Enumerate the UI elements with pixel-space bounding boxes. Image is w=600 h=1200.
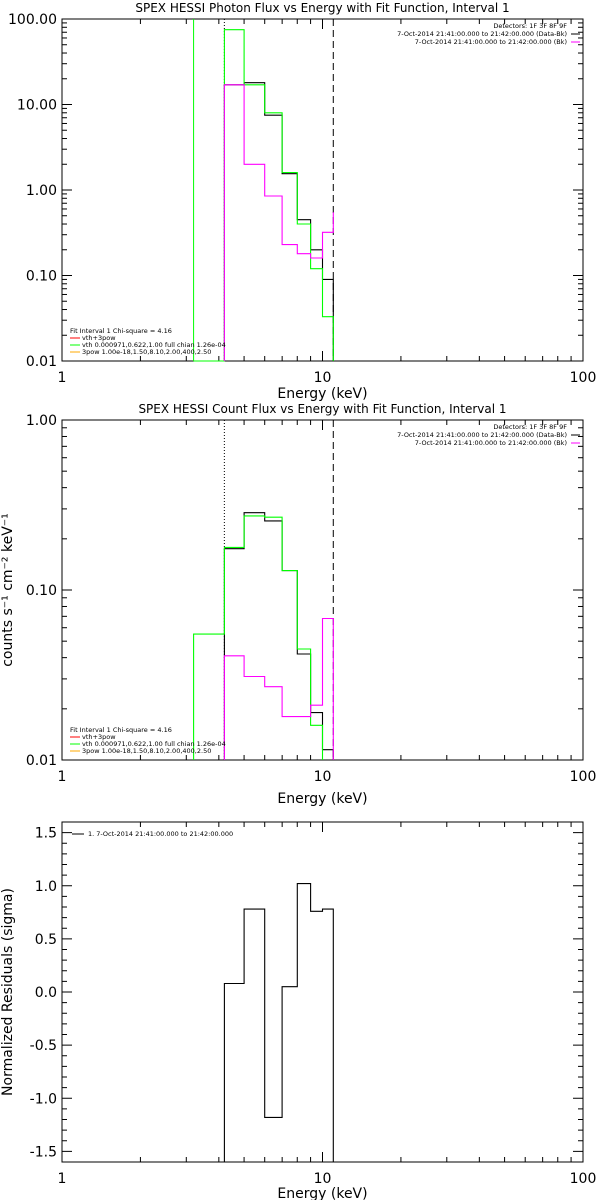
chart-title: SPEX HESSI Count Flux vs Energy with Fit… [138, 402, 506, 416]
series-3-histogram [223, 617, 334, 760]
y-tick-label: 1.00 [26, 413, 57, 429]
x-axis-label: Energy (keV) [277, 1186, 367, 1200]
x-tick-label: 10 [314, 769, 332, 785]
series-1-histogram [223, 883, 334, 1162]
x-tick-label: 100 [570, 1171, 597, 1187]
legend-topright-entry: Detectors: 1F 3F 8F 9F [493, 22, 567, 30]
x-axis-label: Energy (keV) [277, 386, 367, 402]
series-1-histogram [223, 512, 334, 760]
fit-legend-entry: vth 0.000971,0.622,1.00 full chian 1.26e… [82, 740, 226, 748]
series-2-histogram [193, 515, 324, 760]
plot-frame [61, 821, 584, 1163]
fit-legend-entry: 3pow 1.00e-18,1.50,8.10,2.00,400,2.50 [82, 747, 211, 755]
x-tick-label: 1 [58, 370, 67, 386]
y-tick-label: 10.00 [17, 98, 57, 114]
legend-topright-entry: 7-Oct-2014 21:41:00.000 to 21:42:00.000 … [397, 30, 567, 38]
y-tick-label: 100.00 [8, 12, 57, 28]
chart-panel-1: 1 10 100 0.01 0.10 1.00 10.00 100.00 SPEX HESSI … [8, 1, 596, 402]
series-1-histogram [223, 82, 334, 361]
x-tick-label: 10 [314, 1171, 332, 1187]
chart-panel-3: 1 10 100 -1.5 -1.0 -0.5 0.0 0.5 1.0 1.5 Energy (ke… [0, 821, 597, 1200]
legend-topright-entry: 7-Oct-2014 21:41:00.000 to 21:42:00.000 … [397, 431, 567, 439]
y-axis-label: counts s⁻¹ cm⁻² keV⁻¹ [0, 513, 16, 667]
fit-legend-entry: vth+3pow [82, 733, 116, 741]
legend-topright-entry: 7-Oct-2014 21:41:00.000 to 21:42:00.000 … [415, 439, 567, 447]
y-tick-label: 0.01 [26, 354, 57, 370]
legend-topright-entry: 7-Oct-2014 21:41:00.000 to 21:42:00.000 … [415, 38, 567, 46]
series-2-histogram [193, 29, 334, 362]
y-tick-label: 0.0 [35, 985, 57, 1001]
x-tick-label: 1 [58, 1171, 67, 1187]
fit-legend-header: Fit Interval 1 Chi-square = 4.16 [70, 726, 172, 734]
legend-topright-entry: Detectors: 1F 3F 8F 9F [493, 423, 567, 431]
chart-panel-2: 1 10 100 0.01 0.10 1.00 SPEX HESSI Count Flux … [0, 402, 596, 807]
y-tick-label: 0.01 [26, 753, 57, 769]
residual-legend-entry: 1. 7-Oct-2014 21:41:00.000 to 21:42:00.0… [88, 830, 233, 838]
x-tick-label: 1 [58, 769, 67, 785]
fit-legend-entry: vth+3pow [82, 334, 116, 342]
x-tick-label: 100 [570, 769, 597, 785]
series-3-histogram [223, 84, 334, 361]
x-axis-label: Energy (keV) [277, 791, 367, 807]
y-tick-label: 0.10 [26, 583, 57, 599]
fit-legend-header: Fit Interval 1 Chi-square = 4.16 [70, 327, 172, 335]
x-tick-label: 10 [314, 370, 332, 386]
fit-legend-entry: vth 0.000971,0.622,1.00 full chian 1.26e… [82, 341, 226, 349]
y-tick-label: 1.00 [26, 183, 57, 199]
y-tick-label: -1.5 [30, 1144, 57, 1160]
y-tick-label: 1.0 [35, 879, 57, 895]
y-tick-label: -0.5 [30, 1038, 57, 1054]
y-axis-label: Normalized Residuals (sigma) [0, 888, 16, 1096]
plot-frame [61, 419, 584, 761]
fit-legend-entry: 3pow 1.00e-18,1.50,8.10,2.00,400,2.50 [82, 348, 211, 356]
y-tick-label: -1.0 [30, 1091, 57, 1107]
x-tick-label: 100 [570, 370, 597, 386]
chart-title: SPEX HESSI Photon Flux vs Energy with Fi… [135, 1, 509, 15]
y-tick-label: 1.5 [35, 826, 57, 842]
y-tick-label: 0.10 [26, 269, 57, 285]
y-tick-label: 0.5 [35, 932, 57, 948]
